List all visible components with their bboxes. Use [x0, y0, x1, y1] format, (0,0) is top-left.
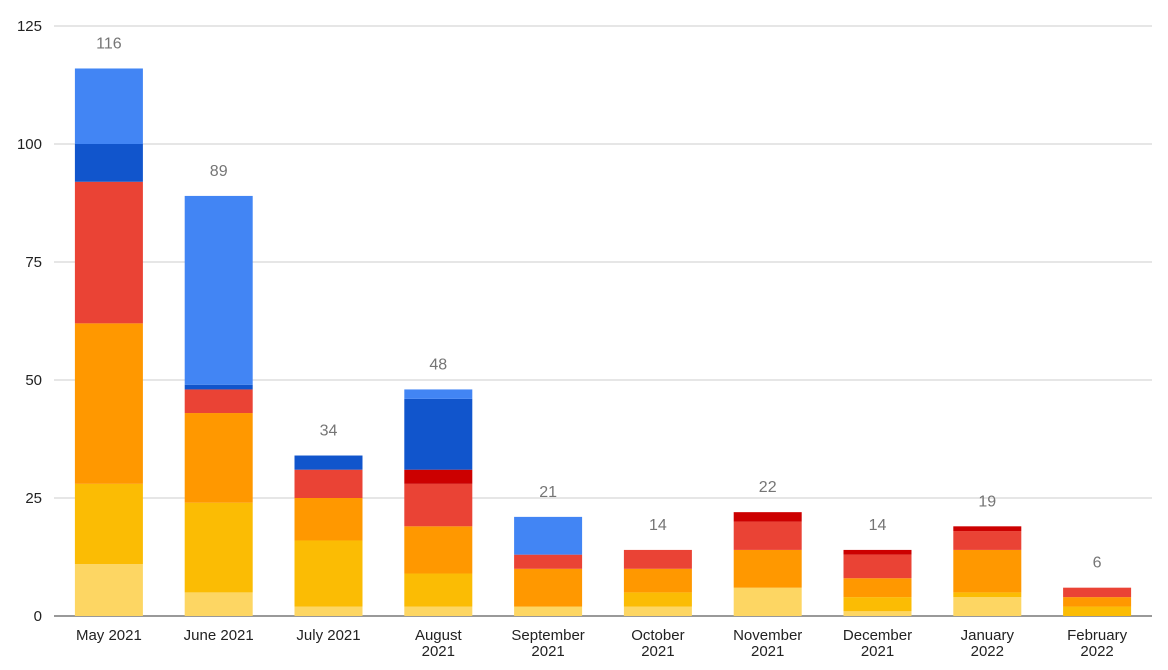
y-axis-ticks: 0 25 50 75 100 125 [17, 18, 42, 625]
bar-segment [184, 384, 253, 390]
x-axis-ticks: May 2021 June 2021 July 2021 August 2021Sept… [76, 627, 1128, 660]
x-tick-label-line: 2021 [531, 643, 564, 660]
x-tick-label-line: August [415, 627, 463, 644]
x-tick-label: August 2021 [415, 627, 463, 660]
total-label: 116 [96, 35, 122, 52]
y-tick-label: 50 [25, 372, 42, 389]
bar-segment [74, 144, 143, 182]
bar-segment [733, 521, 802, 550]
bar-segment [74, 68, 143, 144]
x-tick-label-line: June 2021 [184, 627, 254, 644]
bar-segment [843, 554, 912, 579]
x-tick-label: June 2021 [184, 627, 254, 644]
bar-segment [294, 469, 363, 498]
bar-segment [184, 195, 253, 385]
bar-segment [404, 573, 473, 607]
x-tick-label: January 2022 [961, 627, 1015, 660]
x-tick-label-line: January [961, 627, 1015, 644]
bar-segment [404, 483, 473, 527]
bar-segment [514, 554, 583, 569]
x-tick-label: December 2021 [843, 627, 912, 660]
total-label: 89 [210, 163, 228, 180]
x-tick-label-line: 2021 [751, 643, 784, 660]
bar-segment [843, 578, 912, 598]
bar-segment [1063, 587, 1132, 598]
bar-segment [294, 455, 363, 470]
x-tick-label-line: 2022 [1080, 643, 1113, 660]
bar-segment [184, 413, 253, 503]
bar-segment [404, 526, 473, 574]
bar-segment [1063, 597, 1132, 607]
bar-segment [514, 568, 583, 607]
bar-segment [623, 592, 692, 607]
bar-segment [404, 469, 473, 484]
total-labels: 116 89 34 48 21 14 22 14 19 6 [96, 35, 1102, 571]
x-tick-label: October 2021 [631, 627, 684, 660]
total-label: 19 [978, 493, 996, 510]
total-label: 34 [320, 423, 338, 440]
x-tick-label-line: July 2021 [296, 627, 360, 644]
bar-segment [953, 526, 1022, 532]
y-tick-label: 25 [25, 490, 42, 507]
x-tick-label: November 2021 [733, 627, 802, 660]
bar-segment [953, 592, 1022, 598]
bar-segment [294, 498, 363, 541]
bar-segment [1063, 606, 1132, 616]
bars [74, 68, 1132, 616]
total-label: 21 [539, 484, 557, 501]
total-label: 6 [1093, 555, 1102, 572]
bar-segment [294, 606, 363, 616]
x-tick-label-line: November [733, 627, 802, 644]
y-tick-label: 75 [25, 254, 42, 271]
bar-segment [404, 398, 473, 470]
bar-segment [404, 606, 473, 616]
y-tick-label: 100 [17, 136, 42, 153]
bar-segment [623, 606, 692, 616]
bar-segment [953, 531, 1022, 550]
x-tick-label-line: 2021 [422, 643, 455, 660]
bar-segment [74, 181, 143, 324]
x-tick-label-line: 2021 [641, 643, 674, 660]
bar-segment [514, 606, 583, 616]
bar-segment [623, 568, 692, 593]
x-tick-label: February 2022 [1067, 627, 1128, 660]
bar-segment [733, 549, 802, 588]
x-tick-label-line: May 2021 [76, 627, 142, 644]
bar-segment [184, 592, 253, 616]
x-tick-label-line: October [631, 627, 684, 644]
total-label: 14 [869, 517, 887, 534]
bar-segment [843, 549, 912, 555]
bar-segment [74, 483, 143, 565]
bar-segment [733, 512, 802, 522]
y-tick-label: 0 [34, 608, 42, 625]
x-tick-label: May 2021 [76, 627, 142, 644]
x-tick-label-line: December [843, 627, 912, 644]
total-label: 48 [429, 356, 447, 373]
x-tick-label-line: February [1067, 627, 1128, 644]
bar-segment [184, 389, 253, 414]
total-label: 14 [649, 517, 667, 534]
bar-segment [953, 549, 1022, 593]
x-tick-label: July 2021 [296, 627, 360, 644]
x-tick-label-line: 2022 [971, 643, 1004, 660]
bar-segment [74, 564, 143, 616]
y-tick-label: 125 [17, 18, 42, 35]
bar-segment [843, 597, 912, 612]
bar-segment [953, 597, 1022, 616]
bar-segment [294, 540, 363, 607]
bar-segment [623, 549, 692, 569]
bar-segment [404, 389, 473, 399]
bar-segment [74, 323, 143, 484]
bar-segment [733, 587, 802, 616]
bar-segment [843, 611, 912, 616]
total-label: 22 [759, 479, 777, 496]
x-tick-label: September 2021 [511, 627, 584, 660]
x-tick-label-line: 2021 [861, 643, 894, 660]
bar-segment [184, 502, 253, 593]
bar-segment [514, 516, 583, 555]
x-tick-label-line: September [511, 627, 584, 644]
